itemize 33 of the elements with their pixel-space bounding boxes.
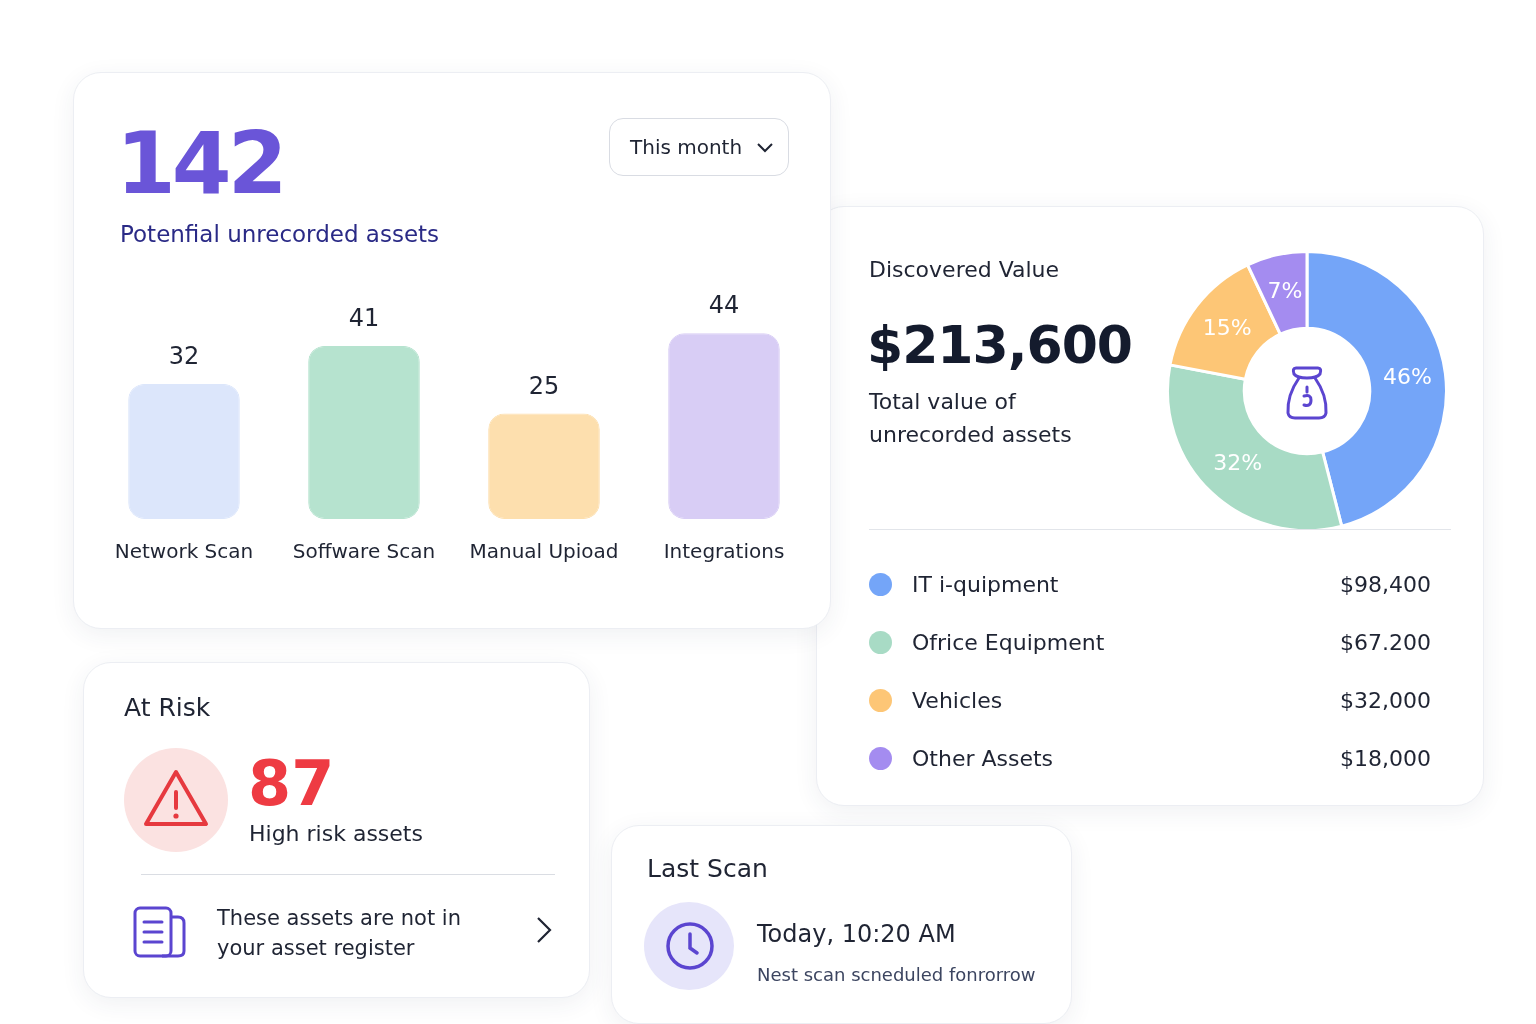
text: Today, 10:20 AM (757, 920, 956, 948)
data-label: 44 (708, 291, 740, 320)
data-label: 32 (168, 342, 200, 371)
x-tick-label: Manual Upioad (469, 539, 619, 564)
text: $213,600 (867, 315, 1133, 375)
chart-title: 142 (116, 113, 284, 213)
legend-label: Other Assets (912, 745, 1055, 771)
text: $67.200 (1340, 629, 1431, 655)
text: $18,000 (1340, 745, 1431, 771)
data-label: 41 (348, 304, 380, 333)
legend-label: IT i-quipment (912, 571, 1060, 597)
text: Total value of unrecorded assets (869, 388, 1073, 449)
data-label: 25 (528, 371, 560, 400)
text: Nest scan scneduled fonrorrow (757, 964, 1036, 985)
legend-label: Ofrice Equipment (912, 629, 1106, 655)
data-label: 7% (1267, 278, 1303, 304)
chart-subtitle: Potenfial unrecorded assets (120, 221, 440, 247)
data-label: 32% (1213, 450, 1263, 476)
text: Last Scan (647, 854, 768, 883)
text: 87 (248, 747, 335, 820)
x-tick-label: Integrations (663, 539, 785, 564)
x-tick-label: Soffware Scan (292, 539, 436, 564)
data-label: 46% (1382, 364, 1432, 390)
chart-title: Discovered Value (869, 257, 1060, 282)
text: $32,000 (1340, 687, 1431, 713)
text: These assets are not in your asset register (217, 905, 462, 962)
x-tick-label: Network Scan (114, 539, 254, 564)
text: At Risk (124, 693, 211, 722)
text: $98,400 (1340, 571, 1431, 597)
legend-label: Vehicles (912, 687, 1004, 713)
data-label: 15% (1202, 314, 1252, 340)
text: High risk assets (249, 821, 423, 846)
period-dropdown: This month (609, 118, 789, 176)
